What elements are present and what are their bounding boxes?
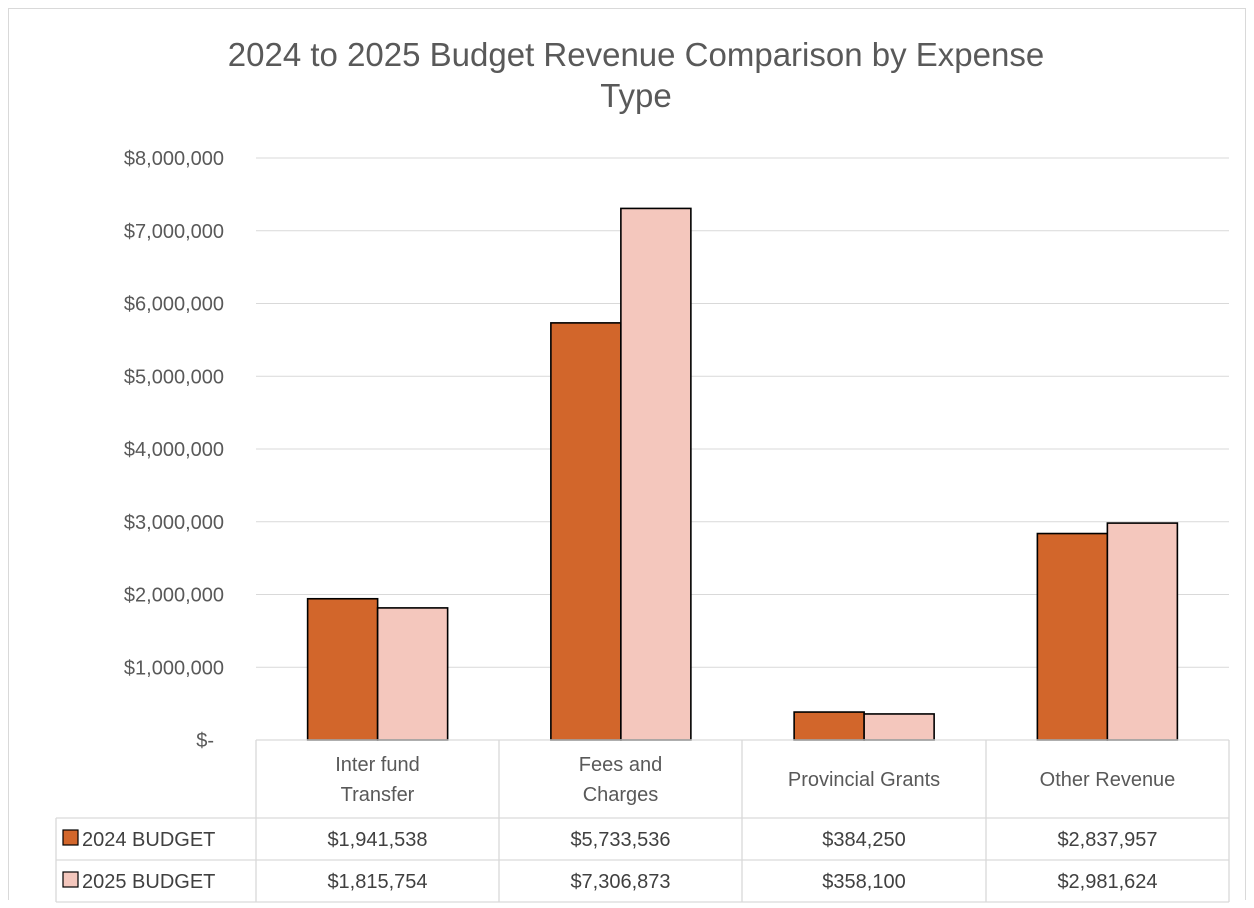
y-tick-label: $5,000,000 xyxy=(124,366,224,388)
y-tick-label: $6,000,000 xyxy=(124,294,224,316)
category-label: Inter fund xyxy=(335,754,420,776)
y-axis-ticks: $- $1,000,000 $2,000,000 $3,000,000 $4,000,0… xyxy=(124,148,224,752)
bar-2024-3 xyxy=(1036,532,1109,741)
data-label: $7,306,873 xyxy=(570,871,670,893)
category-label: Provincial Grants xyxy=(788,769,940,791)
chart-title: 2024 to 2025 Budget Revenue Comparison b… xyxy=(228,36,1044,114)
data-label: $5,733,536 xyxy=(570,829,670,851)
data-label: $384,250 xyxy=(822,829,905,851)
y-tick-label: $1,000,000 xyxy=(124,657,224,679)
data-table: Inter fund Transfer Fees and Charges Provinc… xyxy=(55,739,1230,903)
bar-2025-1 xyxy=(620,207,692,741)
y-tick-label: $8,000,000 xyxy=(124,148,224,170)
legend-swatch xyxy=(62,829,79,846)
chart-title-line-1: 2024 to 2025 Budget Revenue Comparison b… xyxy=(228,36,1044,73)
legend-swatch xyxy=(62,871,79,888)
bar-2025-0 xyxy=(376,607,449,741)
bar-2024-2 xyxy=(793,711,865,741)
bar-2024-0 xyxy=(306,597,379,741)
y-tick-label: $4,000,000 xyxy=(124,439,224,461)
bar-2024-1 xyxy=(550,322,622,741)
bar-2025-3 xyxy=(1106,522,1179,741)
data-label: $2,981,624 xyxy=(1057,871,1157,893)
category-label: Other Revenue xyxy=(1040,769,1176,791)
bars xyxy=(306,207,1179,741)
data-label: $1,815,754 xyxy=(327,871,427,893)
category-label: Fees and xyxy=(579,754,662,776)
data-label: $1,941,538 xyxy=(327,829,427,851)
y-tick-label: $3,000,000 xyxy=(124,512,224,534)
legend-label: 2024 BUDGET xyxy=(82,829,215,851)
y-tick-label: $7,000,000 xyxy=(124,221,224,243)
y-tick-label: $- xyxy=(196,730,214,752)
chart-title-line-2: Type xyxy=(600,77,672,114)
data-label: $358,100 xyxy=(822,871,905,893)
data-label: $2,837,957 xyxy=(1057,829,1157,851)
bar-2025-2 xyxy=(863,713,935,741)
category-label: Transfer xyxy=(341,784,415,806)
legend-label: 2025 BUDGET xyxy=(82,871,215,893)
y-tick-label: $2,000,000 xyxy=(124,585,224,607)
category-label: Charges xyxy=(583,784,659,806)
